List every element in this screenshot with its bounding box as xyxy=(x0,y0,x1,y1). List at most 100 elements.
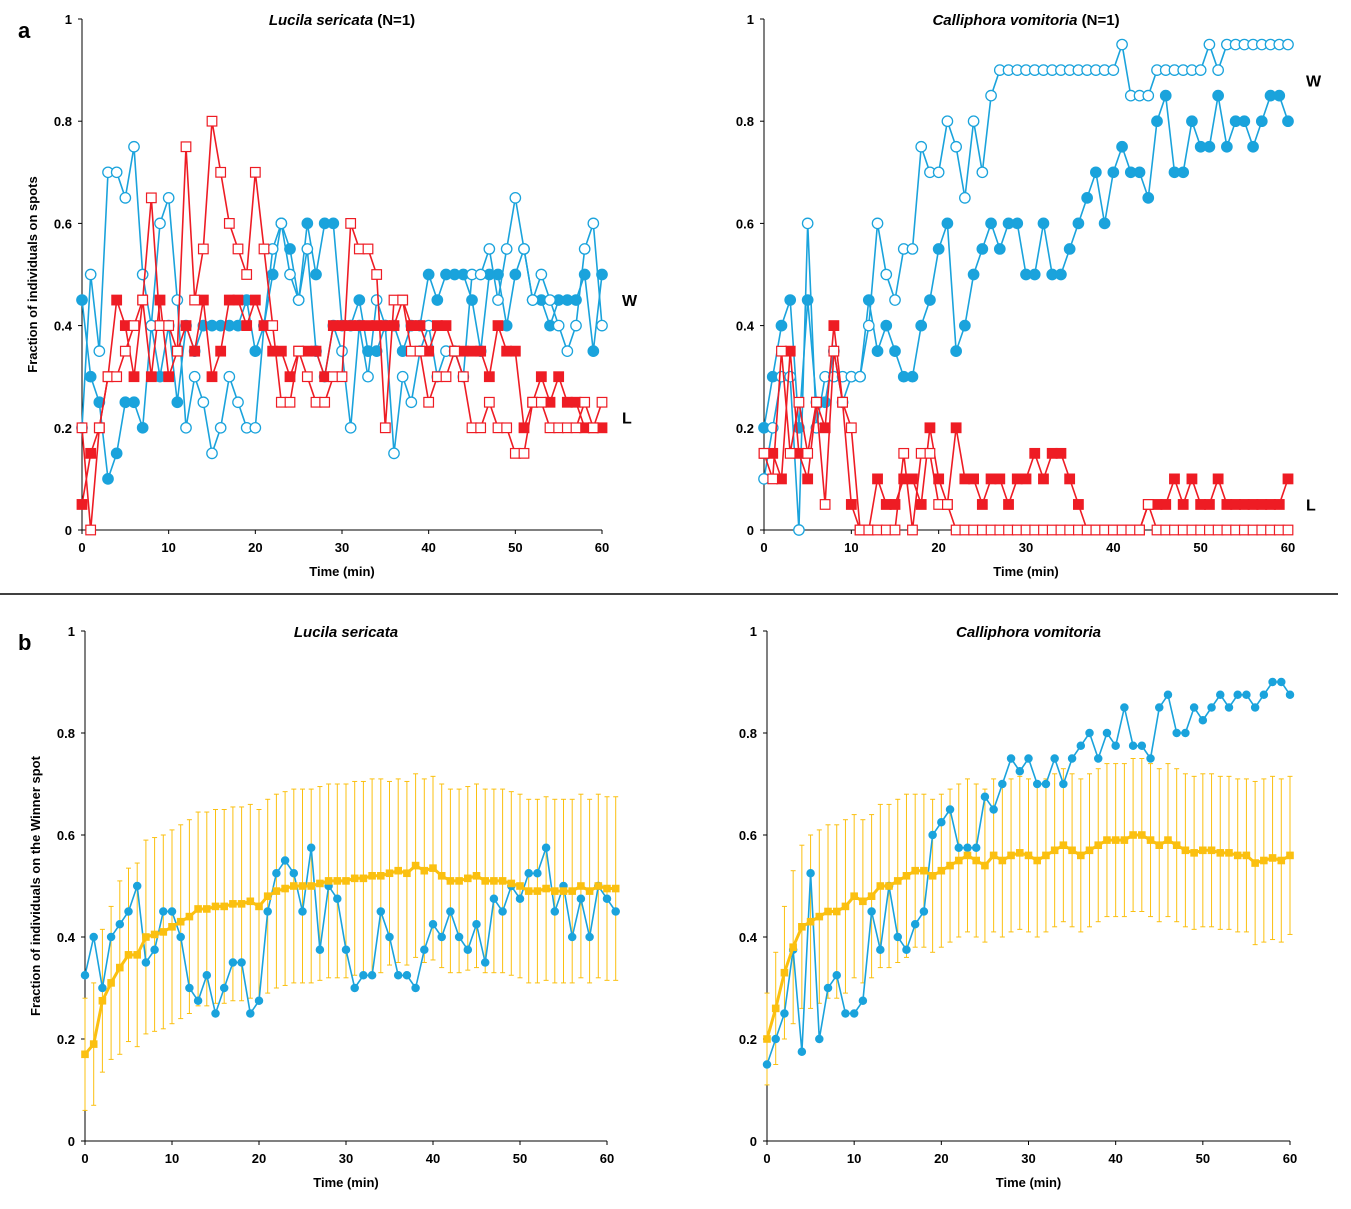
x-tick-label: 20 xyxy=(252,1151,266,1166)
data-point-open-square xyxy=(397,294,409,306)
x-tick-label: 20 xyxy=(248,540,262,555)
data-point-filled-circle xyxy=(841,1009,850,1018)
data-point-open-square xyxy=(837,396,848,408)
data-point-filled-square xyxy=(824,907,832,916)
data-point-filled-square xyxy=(937,866,946,875)
data-point-filled-circle xyxy=(1207,703,1216,712)
data-point-filled-circle xyxy=(611,907,620,916)
data-point-open-circle xyxy=(232,396,244,409)
data-point-open-circle xyxy=(1282,38,1294,51)
data-point-filled-square xyxy=(1207,846,1216,855)
data-point-open-circle xyxy=(976,166,989,179)
data-point-filled-circle xyxy=(1076,741,1086,751)
data-point-open-square xyxy=(475,422,487,434)
x-tick-label: 0 xyxy=(78,540,85,555)
data-point-open-circle xyxy=(1116,38,1128,51)
data-point-filled-circle xyxy=(806,869,815,878)
data-point-filled-circle xyxy=(880,319,893,332)
data-point-filled-circle xyxy=(150,945,159,955)
data-point-filled-square xyxy=(159,928,168,936)
data-point-open-circle xyxy=(188,370,201,383)
data-point-filled-square xyxy=(142,933,150,941)
data-point-filled-square xyxy=(994,473,1006,485)
data-point-filled-square xyxy=(1186,473,1198,485)
data-point-filled-square xyxy=(976,499,988,510)
data-point-filled-circle xyxy=(867,907,876,916)
data-point-filled-square xyxy=(342,877,350,885)
data-point-filled-circle xyxy=(1277,677,1286,687)
data-point-open-circle xyxy=(950,140,962,153)
data-point-open-circle xyxy=(154,217,166,230)
data-point-filled-circle xyxy=(402,971,412,980)
data-point-filled-square xyxy=(872,473,883,485)
data-point-filled-circle xyxy=(1055,268,1067,281)
data-point-open-square xyxy=(215,166,227,178)
data-point-open-circle xyxy=(509,192,522,204)
x-tick-label: 30 xyxy=(1019,540,1033,555)
data-point-open-circle xyxy=(128,140,140,153)
data-point-open-square xyxy=(119,345,131,357)
data-point-filled-circle xyxy=(341,945,351,955)
data-point-open-square xyxy=(758,447,770,459)
data-point-filled-square xyxy=(85,447,97,459)
data-point-filled-square xyxy=(819,422,831,434)
data-point-filled-circle xyxy=(1282,115,1294,128)
data-point-filled-circle xyxy=(1159,89,1172,102)
data-point-filled-square xyxy=(889,499,901,510)
data-point-filled-circle xyxy=(280,856,290,865)
data-point-filled-circle xyxy=(515,894,525,904)
data-point-open-square xyxy=(907,524,918,536)
data-point-open-square xyxy=(336,371,348,383)
data-point-filled-square xyxy=(255,902,263,911)
data-point-filled-square xyxy=(1007,851,1015,860)
data-point-filled-square xyxy=(203,905,211,913)
y-tick-label: 0 xyxy=(747,523,754,538)
data-point-filled-circle xyxy=(950,345,962,357)
data-point-filled-circle xyxy=(1155,703,1164,712)
data-point-open-circle xyxy=(535,268,548,281)
data-point-filled-circle xyxy=(509,268,522,281)
data-point-filled-square xyxy=(915,499,927,510)
data-point-filled-circle xyxy=(431,294,444,306)
data-point-filled-circle xyxy=(771,1034,780,1044)
data-point-filled-circle xyxy=(310,268,322,281)
data-point-filled-square xyxy=(333,877,342,885)
data-point-filled-square xyxy=(215,345,227,357)
data-point-open-square xyxy=(241,269,253,280)
data-point-filled-square xyxy=(1020,473,1032,485)
y-tick-label: 0.6 xyxy=(736,216,754,231)
data-point-open-circle xyxy=(292,294,305,306)
data-point-filled-circle xyxy=(1128,741,1138,751)
x-tick-label: 40 xyxy=(426,1151,440,1166)
data-point-open-square xyxy=(457,371,469,383)
data-point-filled-circle xyxy=(980,792,990,802)
data-point-filled-square xyxy=(1068,846,1076,855)
data-point-filled-circle xyxy=(1216,690,1225,700)
data-point-filled-circle xyxy=(128,396,140,409)
data-point-filled-square xyxy=(249,294,261,306)
data-point-open-circle xyxy=(1203,38,1216,51)
x-tick-label: 10 xyxy=(847,1151,861,1166)
data-point-filled-circle xyxy=(110,447,123,460)
data-point-filled-circle xyxy=(1072,217,1085,230)
data-point-filled-circle xyxy=(1011,217,1024,230)
data-point-open-circle xyxy=(336,345,348,357)
data-point-open-square xyxy=(1282,524,1294,536)
data-point-filled-square xyxy=(1029,447,1041,459)
y-tick-label: 1 xyxy=(65,12,72,27)
data-point-filled-square xyxy=(350,874,359,883)
data-point-filled-circle xyxy=(246,1009,255,1018)
data-point-filled-square xyxy=(1064,473,1076,485)
data-point-filled-circle xyxy=(327,217,340,230)
data-point-open-circle xyxy=(985,89,997,102)
end-label: W xyxy=(1306,73,1322,90)
y-tick-label: 0.6 xyxy=(57,828,75,843)
data-point-filled-circle xyxy=(876,945,885,955)
data-point-filled-circle xyxy=(893,932,903,942)
data-point-filled-square xyxy=(246,897,255,906)
data-point-filled-circle xyxy=(928,830,937,840)
data-point-filled-circle xyxy=(185,983,194,993)
data-point-filled-circle xyxy=(446,907,455,916)
data-point-open-square xyxy=(379,422,391,434)
